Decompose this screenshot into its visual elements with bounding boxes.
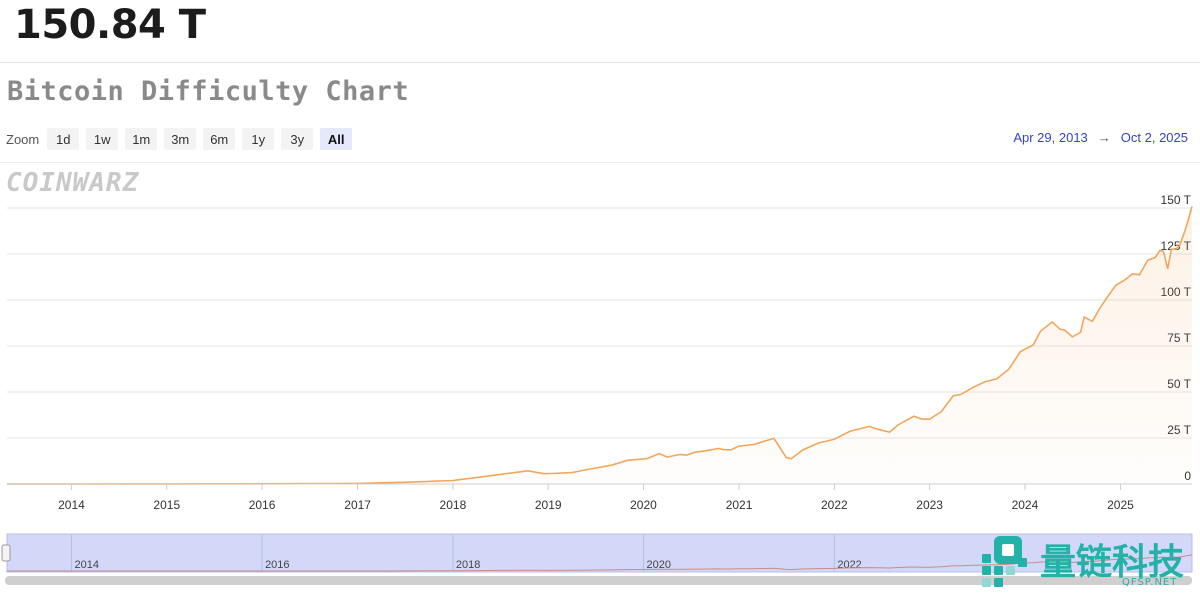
difficulty-line	[7, 206, 1193, 485]
zoom-controls: Zoom 1d 1w 1m 3m 6m 1y 3y All	[6, 128, 359, 150]
difficulty-area	[7, 206, 1192, 484]
zoom-1m-button[interactable]: 1m	[125, 128, 158, 150]
navigator-line	[7, 554, 1193, 572]
navigator-tick-label: 2014	[74, 559, 98, 571]
x-tick-label: 2018	[440, 498, 467, 512]
x-tick-label: 2019	[535, 498, 562, 512]
navigator-scrollbar[interactable]	[5, 576, 1192, 585]
x-tick-label: 2021	[726, 498, 753, 512]
brand-subtitle: QFSP.NET	[1122, 577, 1178, 588]
coinwarz-watermark-logo: COINWARZ	[6, 168, 140, 198]
x-axis-ticks: 2014 2015 2016 2017 2018 2019 2020 2021 2022 2023…	[58, 484, 1134, 512]
zoom-1y-button[interactable]: 1y	[242, 128, 275, 150]
zoom-3m-button[interactable]: 3m	[164, 128, 197, 150]
chart-title: Bitcoin Difficulty Chart	[7, 76, 410, 107]
qfsp-brand: 量链科技 QFSP.NET	[982, 535, 1192, 591]
x-tick-label: 2020	[630, 498, 657, 512]
zoom-6m-button[interactable]: 6m	[203, 128, 236, 150]
navigator-tick-label: 2020	[646, 559, 670, 571]
range-arrow-icon: →	[1097, 130, 1111, 145]
zoom-1w-button[interactable]: 1w	[86, 128, 119, 150]
qfsp-logo-icon	[982, 536, 1027, 587]
zoom-3y-button[interactable]: 3y	[281, 128, 314, 150]
header-divider	[0, 62, 1200, 63]
x-tick-label: 2014	[58, 498, 85, 512]
navigator-tick-label: 2022	[837, 559, 861, 571]
navigator-tick-label: 2018	[456, 559, 480, 571]
x-tick-label: 2016	[249, 498, 276, 512]
x-tick-label: 2017	[344, 498, 371, 512]
x-tick-label: 2022	[821, 498, 848, 512]
chart-top-divider	[0, 162, 1200, 163]
x-tick-label: 2024	[1012, 498, 1039, 512]
y-tick-label: 150 T	[1161, 193, 1192, 207]
navigator-tick-label: 2016	[265, 559, 289, 571]
current-difficulty-value: 150.84 T	[14, 2, 206, 48]
zoom-label: Zoom	[6, 131, 40, 147]
range-from-date[interactable]: Apr 29, 2013	[1013, 130, 1088, 145]
x-tick-label: 2023	[916, 498, 943, 512]
range-to-date[interactable]: Oct 2, 2025	[1120, 130, 1188, 145]
x-tick-label: 2015	[153, 498, 180, 512]
x-tick-label: 2025	[1107, 498, 1134, 512]
navigator-left-handle[interactable]	[1, 544, 11, 562]
date-range: Apr 29, 2013 → Oct 2, 2025	[1013, 130, 1188, 145]
brand-name: 量链科技	[1040, 542, 1185, 583]
zoom-1d-button[interactable]: 1d	[47, 128, 80, 150]
zoom-all-button[interactable]: All	[320, 128, 353, 150]
